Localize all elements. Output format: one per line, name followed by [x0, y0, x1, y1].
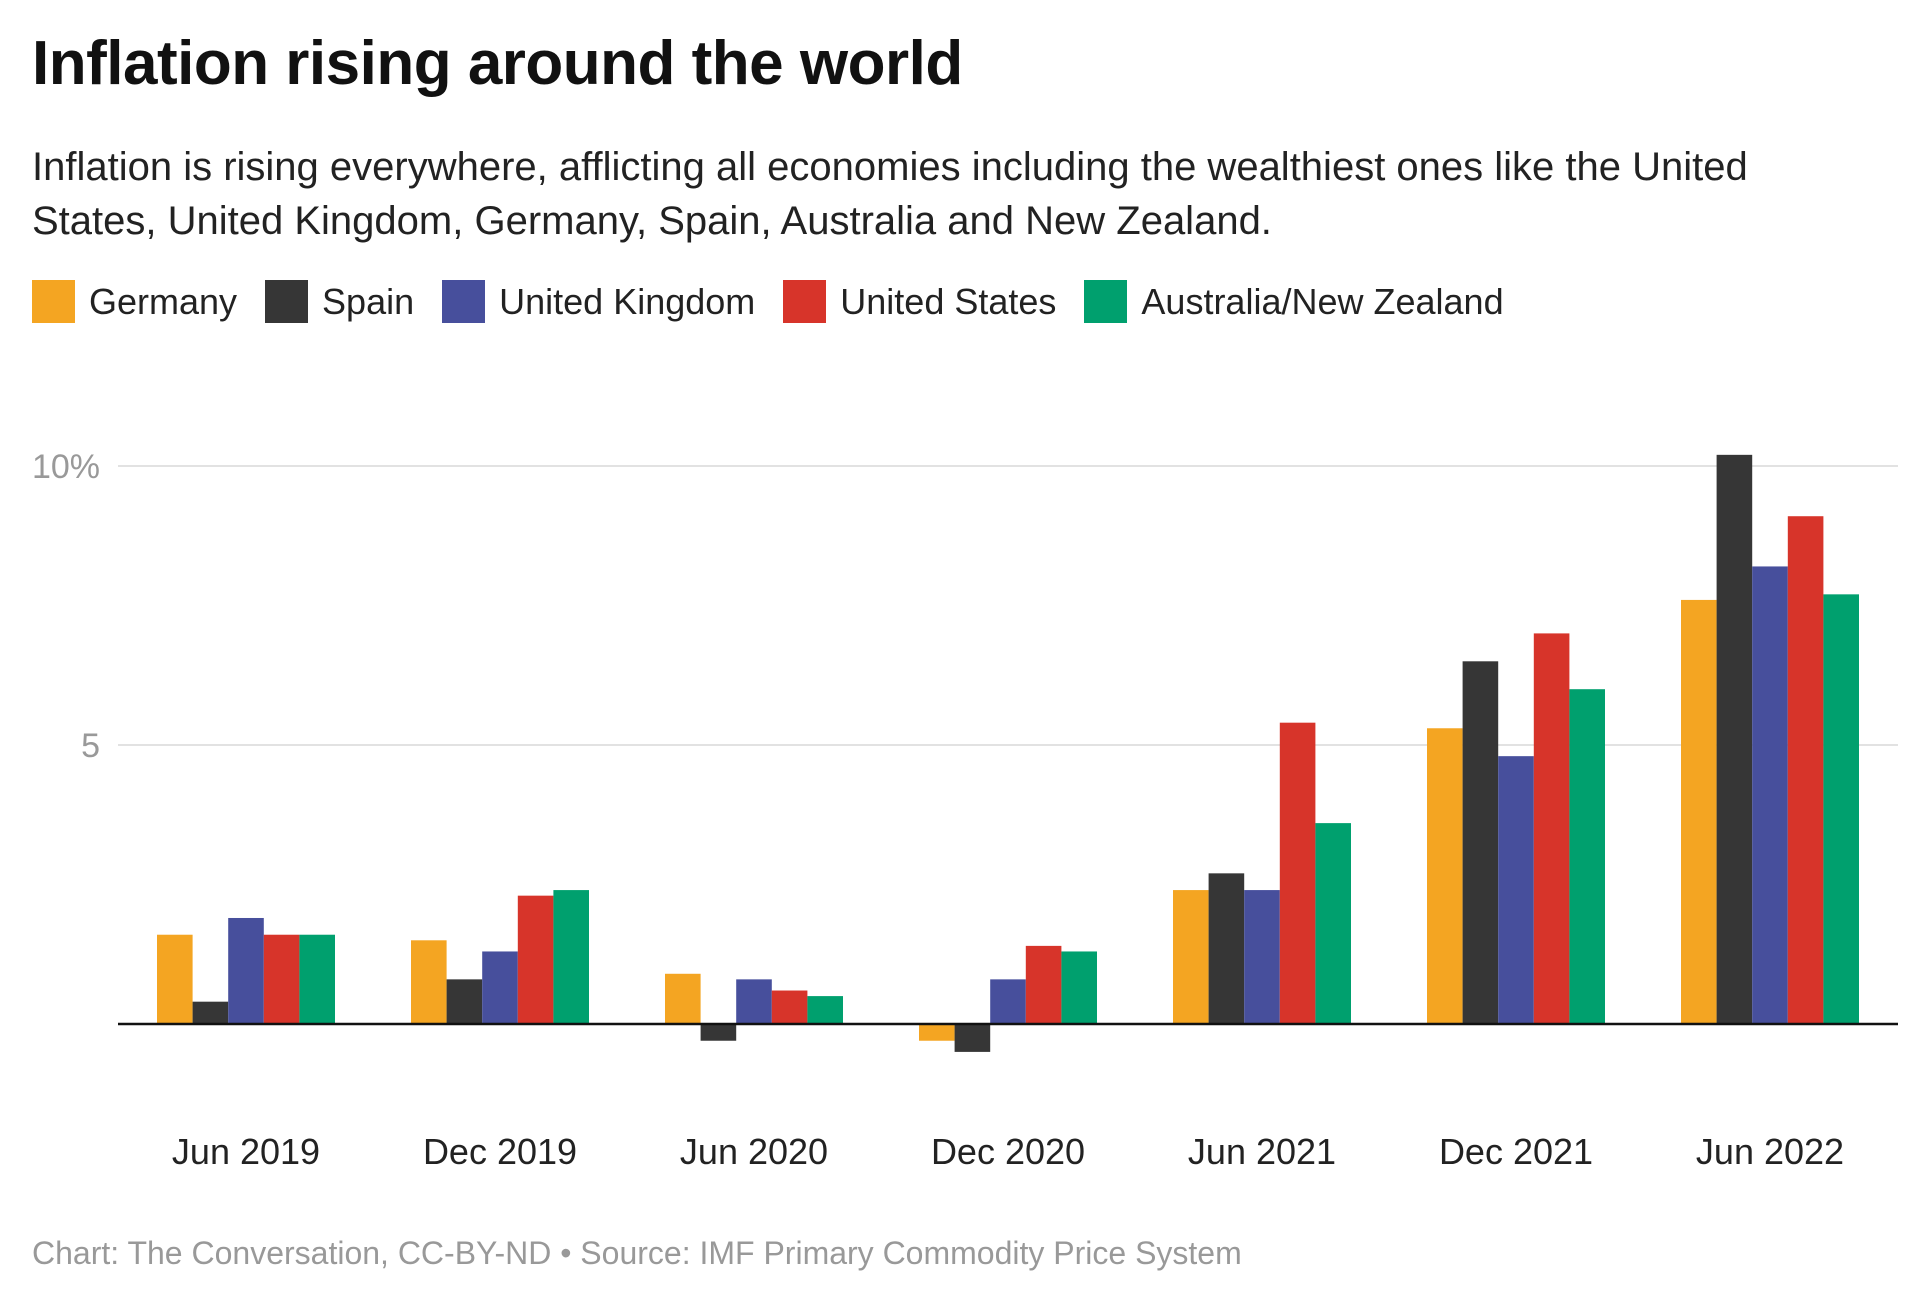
y-tick-label: 5 — [81, 727, 100, 765]
bar-united-kingdom-jun-2019 — [228, 917, 264, 1024]
bar-germany-jun-2021 — [1173, 890, 1209, 1024]
bar-australia-new-zealand-dec-2019 — [553, 890, 589, 1024]
legend-swatch — [32, 280, 75, 323]
bar-spain-dec-2021 — [1462, 661, 1499, 1024]
bar-united-kingdom-dec-2019 — [482, 951, 518, 1024]
bar-united-kingdom-dec-2021 — [1498, 756, 1534, 1024]
bar-united-kingdom-jun-2021 — [1244, 890, 1280, 1024]
bar-united-states-dec-2019 — [517, 895, 554, 1024]
x-tick-label: Jun 2019 — [172, 1131, 320, 1172]
bar-united-kingdom-jun-2022 — [1752, 566, 1788, 1024]
legend-label: Australia/New Zealand — [1141, 280, 1504, 322]
legend-swatch — [265, 280, 309, 323]
bar-spain-dec-2020 — [954, 1024, 991, 1052]
bar-spain-jun-2019 — [192, 1001, 229, 1024]
bar-australia-new-zealand-jun-2022 — [1823, 594, 1859, 1024]
bar-australia-new-zealand-jun-2019 — [299, 934, 335, 1024]
bar-germany-jun-2020 — [665, 973, 701, 1024]
bar-germany-dec-2021 — [1427, 728, 1463, 1024]
legend-label: Germany — [89, 280, 238, 322]
x-tick-label: Dec 2021 — [1439, 1131, 1593, 1172]
bar-australia-new-zealand-jun-2020 — [807, 996, 843, 1024]
bar-united-states-dec-2021 — [1533, 633, 1570, 1024]
bar-united-states-jun-2022 — [1787, 516, 1824, 1024]
bar-united-states-jun-2020 — [771, 990, 808, 1024]
bar-united-kingdom-dec-2020 — [990, 979, 1026, 1024]
bar-spain-jun-2021 — [1208, 873, 1245, 1024]
legend-label: United Kingdom — [499, 280, 756, 322]
bar-australia-new-zealand-dec-2021 — [1569, 689, 1605, 1024]
chart-subtitle: Inflation is rising everywhere, afflicti… — [32, 145, 1748, 243]
bar-germany-dec-2019 — [411, 940, 447, 1024]
legend-item: Spain — [265, 280, 414, 323]
legend-swatch — [442, 280, 486, 323]
legend-item: United Kingdom — [442, 280, 755, 323]
legend-item: Australia/New Zealand — [1084, 280, 1504, 323]
bar-germany-jun-2019 — [157, 934, 193, 1024]
bar-australia-new-zealand-jun-2021 — [1315, 823, 1351, 1024]
bar-germany-dec-2020 — [919, 1024, 955, 1041]
bar-spain-jun-2022 — [1716, 454, 1753, 1025]
legend-label: Spain — [322, 280, 415, 322]
chart-footer: Chart: The Conversation, CC-BY-ND • Sour… — [32, 1235, 1242, 1271]
legend-label: United States — [840, 280, 1057, 322]
legend-item: United States — [783, 280, 1056, 323]
bar-united-states-jun-2019 — [263, 934, 300, 1024]
chart-title: Inflation rising around the world — [32, 29, 963, 98]
bar-germany-jun-2022 — [1681, 599, 1717, 1024]
legend-item: Germany — [32, 280, 237, 323]
bar-australia-new-zealand-dec-2020 — [1061, 951, 1097, 1024]
legend-swatch — [1084, 280, 1128, 323]
x-tick-label: Dec 2020 — [931, 1131, 1085, 1172]
x-tick-label: Jun 2020 — [680, 1131, 828, 1172]
bar-spain-dec-2019 — [446, 979, 483, 1024]
legend: Germany Spain United Kingdom United States A… — [32, 280, 1504, 323]
bar-spain-jun-2020 — [700, 1024, 737, 1041]
x-tick-label: Dec 2019 — [423, 1131, 577, 1172]
x-tick-label: Jun 2022 — [1696, 1131, 1844, 1172]
legend-swatch — [783, 280, 827, 323]
bar-united-kingdom-jun-2020 — [736, 979, 772, 1024]
bar-united-states-jun-2021 — [1279, 722, 1316, 1024]
y-tick-label: 10% — [32, 448, 100, 486]
x-tick-label: Jun 2021 — [1188, 1131, 1336, 1172]
bar-united-states-dec-2020 — [1025, 945, 1062, 1024]
